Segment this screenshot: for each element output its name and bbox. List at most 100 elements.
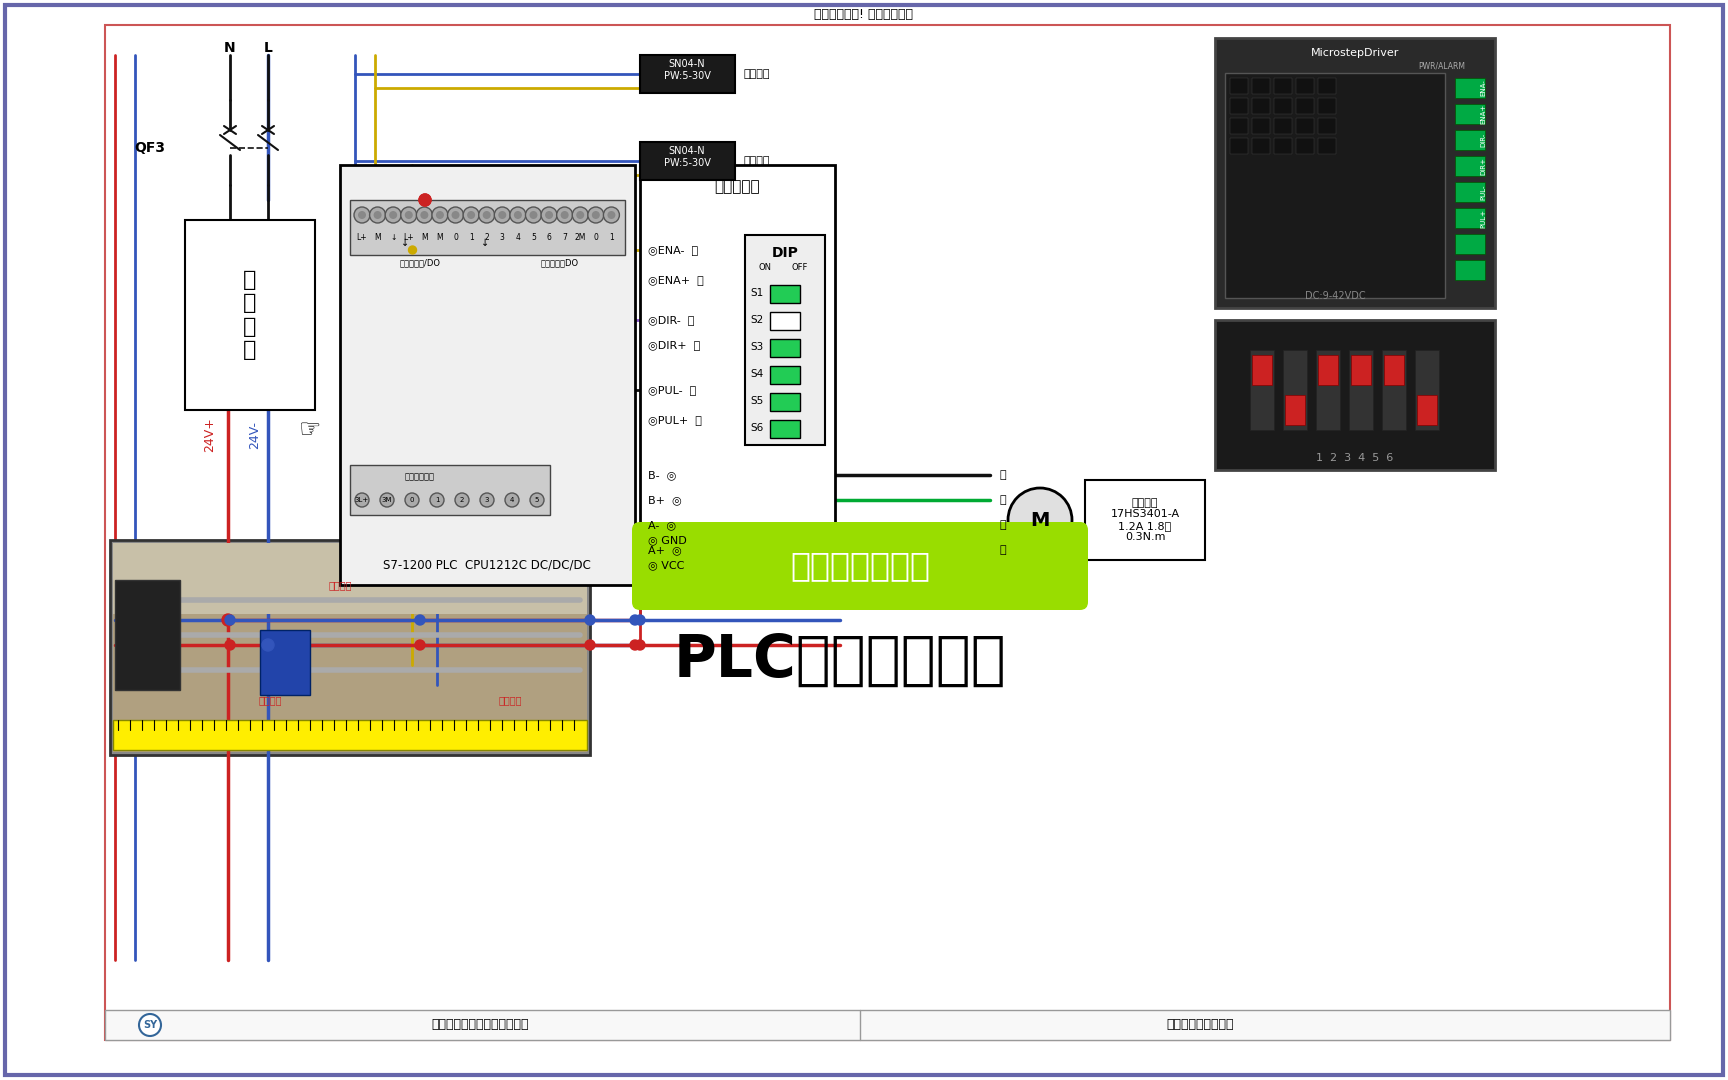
Circle shape [370,207,385,222]
Bar [1350,350,1374,430]
Bar [1417,395,1438,426]
Circle shape [634,615,645,625]
Text: PUL-: PUL- [1479,185,1486,200]
Text: MicrostepDriver: MicrostepDriver [1312,48,1400,58]
Bar [1455,208,1484,228]
Bar [1318,138,1336,154]
Text: 1: 1 [608,233,613,243]
Circle shape [373,211,382,219]
Text: 后退开关: 后退开关 [743,156,769,166]
Text: B-  ◎: B- ◎ [648,470,676,480]
Circle shape [263,640,273,650]
Bar [185,220,314,410]
Text: 3: 3 [486,497,489,503]
Text: QF3: QF3 [135,141,164,156]
Bar [1318,98,1336,114]
Text: 定期就千万莫! 以服贡献入工: 定期就千万莫! 以服贡献入工 [814,8,914,21]
Text: 2: 2 [460,497,465,503]
Text: 0: 0 [410,497,415,503]
Circle shape [416,207,432,222]
Bar [1230,98,1248,114]
Circle shape [225,615,235,625]
Text: ENA-: ENA- [1479,80,1486,96]
Text: 4: 4 [515,233,520,243]
Text: 郑州实用自动化科技有限公司: 郑州实用自动化科技有限公司 [432,1018,529,1031]
Text: 24V+: 24V+ [204,418,216,453]
Bar [1253,78,1270,94]
Circle shape [430,492,444,507]
Circle shape [263,639,275,651]
Text: DIR+: DIR+ [1479,157,1486,175]
Bar [351,465,550,515]
Bar [1455,130,1484,150]
Circle shape [480,492,494,507]
Bar [1455,234,1484,254]
Circle shape [389,211,397,219]
Text: 前进开关: 前进开关 [743,69,769,79]
Bar [1215,320,1495,470]
Bar [351,200,626,255]
Bar [639,55,734,93]
Text: ENA+: ENA+ [1479,104,1486,124]
Bar [112,543,588,615]
Text: 前退开关: 前退开关 [257,696,282,705]
Text: 6: 6 [546,233,551,243]
Text: 蓝: 蓝 [1001,519,1007,530]
Text: S7-1200 PLC  CPU1212C DC/DC/DC: S7-1200 PLC CPU1212C DC/DC/DC [384,558,591,571]
Text: ◎ENA+  能: ◎ENA+ 能 [648,275,703,285]
Text: 红: 红 [1001,545,1007,555]
Circle shape [354,207,370,222]
FancyBboxPatch shape [632,522,1089,610]
Text: SY: SY [143,1020,157,1030]
Bar [1318,78,1336,94]
Circle shape [418,194,430,206]
Circle shape [432,207,448,222]
Circle shape [415,640,425,650]
Text: OFF: OFF [791,262,809,271]
Circle shape [505,492,518,507]
Bar [112,543,588,752]
Bar [771,339,800,357]
Text: ◎PUL+  冲: ◎PUL+ 冲 [648,415,702,426]
Circle shape [556,207,572,222]
Text: 淳实自动化培训资料: 淳实自动化培训资料 [1166,1018,1234,1031]
Circle shape [586,615,594,625]
Circle shape [544,211,553,219]
Text: SN04-N
PW:5-30V: SN04-N PW:5-30V [664,59,710,81]
Text: 郑州实用自动化: 郑州实用自动化 [790,550,930,582]
Circle shape [560,211,569,219]
Text: 步进驱动器: 步进驱动器 [714,179,760,194]
Bar [1274,118,1293,134]
Text: ◎ VCC: ◎ VCC [648,561,684,570]
Bar [1085,480,1204,561]
Text: L+: L+ [356,233,368,243]
Text: S3: S3 [750,342,764,352]
Circle shape [138,1014,161,1036]
Circle shape [418,194,430,206]
Circle shape [385,207,401,222]
Bar [1274,78,1293,94]
Circle shape [1007,488,1071,552]
Bar [1382,350,1407,430]
Circle shape [525,207,541,222]
Bar [771,420,800,438]
Text: SN04-N
PW:5-30V: SN04-N PW:5-30V [664,146,710,167]
Bar [1384,355,1403,384]
Text: 1: 1 [435,497,439,503]
Circle shape [479,207,494,222]
Text: 4: 4 [510,497,515,503]
Circle shape [631,640,639,650]
Text: ☞: ☞ [299,418,321,442]
Bar [771,366,800,384]
Bar [112,720,588,750]
Circle shape [572,207,588,222]
Bar [1317,350,1339,430]
Circle shape [401,207,416,222]
Bar [1455,260,1484,280]
Text: ↓: ↓ [391,233,396,243]
Bar [1249,350,1274,430]
Bar [1286,395,1305,426]
Bar [639,165,835,585]
Circle shape [588,207,603,222]
Bar [1253,118,1270,134]
